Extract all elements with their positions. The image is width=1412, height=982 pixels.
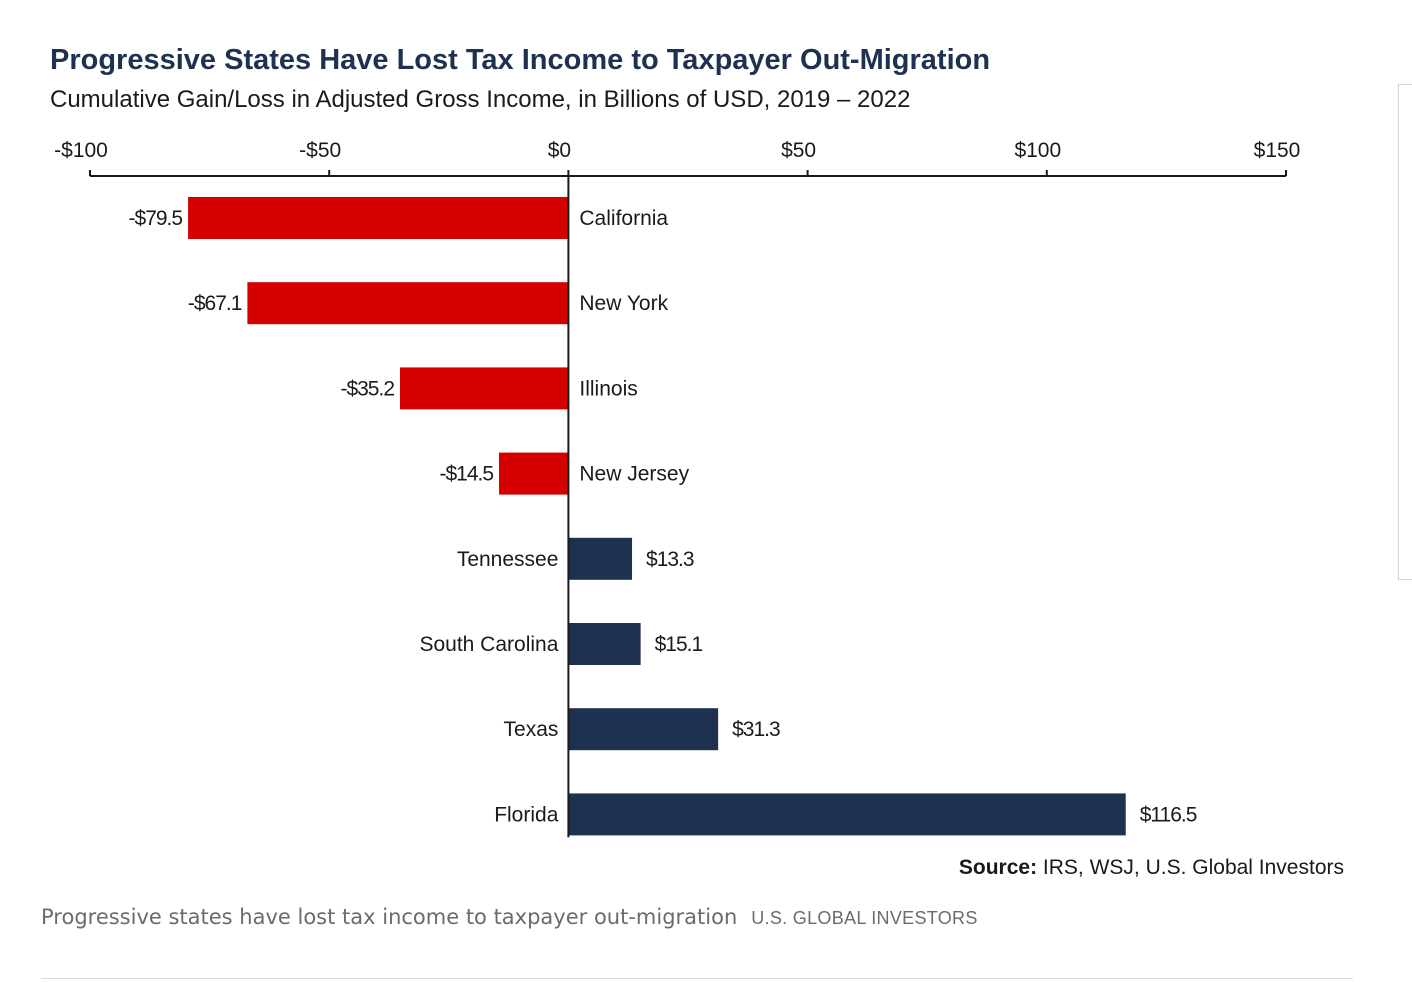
category-label: South Carolina: [419, 633, 558, 656]
bar-chart: -$100 -$50 $0 $50 $100 $150 -$79.5 California -$…: [54, 139, 1301, 838]
data-label: $116.5: [1140, 803, 1197, 826]
data-label: $31.3: [732, 718, 780, 741]
data-label: $13.3: [646, 548, 694, 571]
bar: [499, 452, 569, 495]
chart-title: Progressive States Have Lost Tax Income …: [50, 44, 991, 76]
data-label: -$14.5: [439, 463, 493, 486]
source-text: IRS, WSJ, U.S. Global Investors: [1037, 856, 1344, 879]
x-tick-label: -$50: [299, 139, 341, 162]
data-label: -$35.2: [340, 377, 394, 400]
caption-credit: U.S. GLOBAL INVESTORS: [751, 908, 978, 928]
bar: [400, 367, 569, 410]
x-tick-label: $0: [548, 139, 571, 162]
bar: [568, 793, 1126, 836]
data-label: $15.1: [655, 633, 703, 656]
bar: [568, 708, 719, 751]
source-label: Source:: [958, 856, 1038, 879]
category-label: Florida: [494, 803, 559, 826]
bar: [188, 197, 569, 239]
x-tick-label: $100: [1014, 139, 1061, 162]
x-tick-label: -$100: [54, 139, 108, 162]
bar: [247, 282, 569, 325]
category-label: California: [579, 207, 668, 230]
category-label: Tennessee: [457, 548, 559, 571]
divider: [41, 978, 1353, 979]
category-label: New Jersey: [579, 463, 689, 486]
data-label: -$79.5: [129, 207, 183, 230]
figure-caption: Progressive states have lost tax income …: [41, 905, 978, 929]
category-label: Texas: [504, 718, 559, 741]
chart-subtitle: Cumulative Gain/Loss in Adjusted Gross I…: [50, 86, 911, 113]
caption-text: Progressive states have lost tax income …: [41, 905, 738, 929]
x-tick-label: $150: [1254, 139, 1301, 162]
bar: [568, 537, 633, 580]
data-label: -$67.1: [188, 292, 242, 315]
bar: [568, 623, 641, 665]
side-panel-frame: [1398, 84, 1412, 580]
chart-source: Source: IRS, WSJ, U.S. Global Investors: [959, 856, 1344, 880]
category-label: New York: [579, 292, 668, 315]
category-label: Illinois: [579, 377, 637, 400]
x-tick-label: $50: [781, 139, 816, 162]
